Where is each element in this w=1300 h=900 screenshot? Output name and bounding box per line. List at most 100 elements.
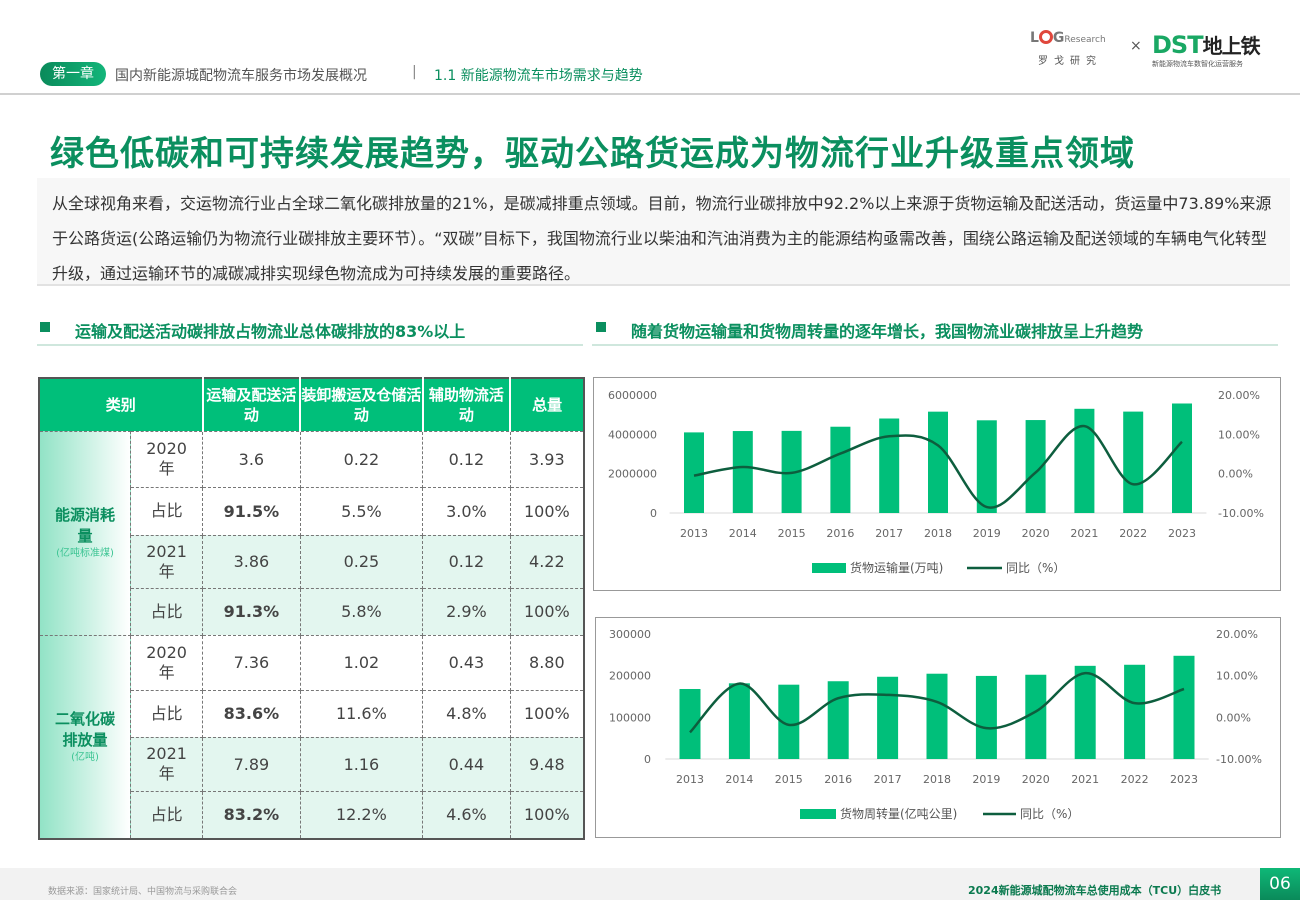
logo-times: ×: [1130, 38, 1142, 54]
table-cell: 4.8%: [422, 689, 511, 738]
right-tick-label: -10.00%: [1216, 753, 1262, 766]
table-cell: 4.6%: [422, 790, 511, 840]
row-label-cell: 2020年: [130, 634, 204, 691]
category-cell: 二氧化碳排放量 (亿吨): [39, 634, 132, 840]
category-name: 二氧化碳排放量: [55, 709, 116, 749]
x-tick-label: 2022: [1119, 527, 1147, 540]
table-cell: 4.22: [509, 534, 585, 589]
table-row: 占比 91.3% 5.8% 2.9% 100%: [39, 587, 585, 636]
yoy-line: [693, 424, 1183, 509]
row-label-cell: 占比: [130, 689, 204, 738]
table-cell: 91.5%: [202, 486, 301, 536]
x-tick-label: 2019: [972, 773, 1000, 786]
carbon-table: 类别 运输及配送活动 装卸搬运及仓储活动 辅助物流活动 总量 能源消耗量 (亿吨标…: [38, 377, 585, 840]
row-label-cell: 占比: [130, 790, 204, 840]
x-tick-label: 2020: [1022, 773, 1050, 786]
table-cell: 0.44: [422, 736, 511, 792]
dst-logo: DST地上铁: [1152, 30, 1261, 59]
table-cell: 83.2%: [202, 790, 301, 840]
breadcrumb-separator: |: [412, 64, 417, 80]
table-row: 占比 83.2% 12.2% 4.6% 100%: [39, 790, 585, 840]
x-tick-label: 2014: [729, 527, 757, 540]
x-tick-label: 2016: [826, 527, 854, 540]
x-tick-label: 2019: [973, 527, 1001, 540]
right-tick-label: -10.00%: [1218, 507, 1264, 520]
table-cell: 3.0%: [422, 486, 511, 536]
logo-letter: L: [1030, 30, 1039, 46]
intro-paragraph: 从全球视角来看，交运物流行业占全球二氧化碳排放量的21%，是碳减排重点领域。目前…: [52, 194, 1272, 283]
left-tick-label: 4000000: [608, 428, 657, 441]
table-cell: 5.8%: [299, 587, 424, 636]
bar: [684, 432, 704, 513]
table-row: 二氧化碳排放量 (亿吨) 2020年 7.36 1.02 0.43 8.80: [39, 634, 585, 840]
bar: [926, 673, 948, 759]
freight-volume-chart: 0 2000000 4000000 6000000 -10.00% 0.00% 10.00%…: [593, 377, 1281, 591]
row-label-cell: 2021年: [130, 736, 204, 792]
table-cell: 100%: [509, 790, 585, 840]
report-title: 2024新能源城配物流车总使用成本（TCU）白皮书: [968, 884, 1222, 897]
table-cell: 8.80: [509, 634, 585, 691]
left-tick-label: 200000: [609, 670, 651, 683]
table-cell: 0.12: [422, 534, 511, 589]
left-tick-label: 0: [650, 507, 657, 520]
section-title: 1.1 新能源物流车市场需求与趋势: [434, 68, 643, 84]
chapter-badge: 第一章: [40, 62, 106, 86]
x-tick-label: 2016: [824, 773, 852, 786]
table-cell: 100%: [509, 587, 585, 636]
column-header: 辅助物流活动: [422, 378, 512, 431]
legend-bar-swatch: [800, 809, 836, 819]
table-cell: 0.22: [299, 430, 424, 488]
bar: [1074, 665, 1096, 759]
logr-logo: L GResearch: [1030, 30, 1106, 46]
bar: [975, 675, 997, 759]
table-cell: 1.02: [299, 634, 424, 691]
bar: [1173, 655, 1195, 759]
row-label-cell: 2021年: [130, 534, 204, 589]
dst-logo-cn: 地上铁: [1202, 34, 1261, 58]
right-tick-label: 0.00%: [1216, 711, 1251, 724]
legend-bar-label: 货物运输量(万吨): [850, 560, 943, 575]
bar: [1124, 664, 1146, 759]
table-cell: 11.6%: [299, 689, 424, 738]
x-tick-label: 2017: [875, 527, 903, 540]
column-header: 装卸搬运及仓储活动: [300, 378, 424, 431]
row-label-cell: 占比: [130, 486, 204, 536]
category-name: 能源消耗量: [55, 506, 116, 545]
table-cell: 3.86: [202, 534, 301, 589]
legend-bar-swatch: [812, 563, 846, 573]
right-tick-label: 10.00%: [1216, 670, 1258, 683]
target-icon: [1038, 30, 1053, 44]
x-tick-label: 2023: [1170, 773, 1198, 786]
column-header: 运输及配送活动: [202, 378, 302, 431]
column-header: 类别: [39, 378, 204, 431]
category-unit: (亿吨标准煤): [56, 548, 114, 559]
right-section-heading: 随着货物运输量和货物周转量的逐年增长，我国物流业碳排放呈上升趋势: [631, 322, 1144, 341]
right-tick-label: 20.00%: [1216, 628, 1258, 641]
x-tick-label: 2015: [778, 527, 806, 540]
right-tick-label: 0.00%: [1218, 468, 1253, 481]
section-divider: [37, 344, 583, 346]
table-cell: 100%: [509, 486, 585, 536]
x-tick-label: 2014: [725, 773, 753, 786]
bar: [1172, 403, 1192, 513]
bar: [778, 684, 800, 759]
logo-letter: G: [1052, 30, 1065, 46]
bullet-icon: [40, 322, 50, 332]
row-label-cell: 占比: [130, 587, 204, 636]
bar: [1074, 408, 1095, 513]
freight-turnover-chart: 0 100000 200000 300000 -10.00% 0.00% 10.00% 20.…: [595, 617, 1281, 838]
left-section-heading: 运输及配送活动碳排放占物流业总体碳排放的83%以上: [75, 322, 466, 341]
freight-turnover-chart-svg: 0 100000 200000 300000 -10.00% 0.00% 10.00% 20.…: [609, 628, 1262, 821]
table-cell: 7.36: [202, 634, 301, 691]
row-label-cell: 2020年: [130, 430, 204, 488]
table-cell: 0.25: [299, 534, 424, 589]
bar: [1123, 411, 1144, 513]
bar: [830, 426, 851, 513]
table-row: 能源消耗量 (亿吨标准煤) 2020年 3.6 0.22 0.12 3.93: [39, 430, 585, 636]
left-tick-label: 6000000: [608, 389, 657, 402]
table-row: 2021年 7.89 1.16 0.44 9.48: [39, 736, 585, 792]
table-cell: 2.9%: [422, 587, 511, 636]
chapter-title: 国内新能源城配物流车服务市场发展概况: [115, 68, 367, 84]
table-cell: 83.6%: [202, 689, 301, 738]
section-divider: [592, 344, 1278, 346]
